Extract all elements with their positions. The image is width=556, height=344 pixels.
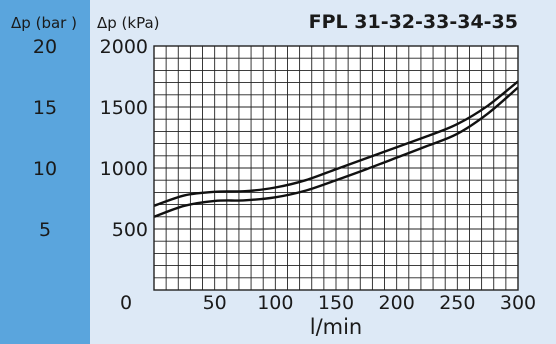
- side-bar-panel: [0, 0, 90, 344]
- secondary-y-tick-label: 5: [39, 219, 51, 241]
- secondary-y-tick-label: 10: [33, 158, 57, 180]
- y-tick-label: 1000: [100, 158, 148, 180]
- secondary-y-axis-label: Δp (bar ): [11, 14, 77, 32]
- curves: [153, 80, 519, 218]
- plot-frame: [153, 45, 519, 291]
- x-tick-label: 150: [318, 292, 354, 314]
- x-tick-label: 0: [120, 292, 132, 314]
- series-line-1: [153, 80, 519, 207]
- x-tick-label: 200: [379, 292, 415, 314]
- y-axis-label: Δp (kPa): [97, 14, 160, 32]
- x-tick-label: 300: [500, 292, 536, 314]
- x-tick-label: 250: [439, 292, 475, 314]
- x-tick-label: 50: [203, 292, 227, 314]
- x-tick-labels: 0 50 100 150 200 250 300: [120, 292, 536, 314]
- secondary-y-tick-labels: 5 10 15 20: [33, 36, 57, 241]
- chart-title: FPL 31-32-33-34-35: [309, 11, 518, 33]
- y-tick-labels: 500 1000 1500 2000: [100, 36, 148, 241]
- secondary-y-tick-label: 15: [33, 97, 57, 119]
- series-line-2: [153, 86, 519, 218]
- y-tick-label: 500: [112, 219, 148, 241]
- y-tick-label: 1500: [100, 97, 148, 119]
- x-tick-label: 100: [257, 292, 293, 314]
- secondary-y-tick-label: 20: [33, 36, 57, 58]
- x-axis-label: l/min: [310, 315, 363, 339]
- y-tick-label: 2000: [100, 36, 148, 58]
